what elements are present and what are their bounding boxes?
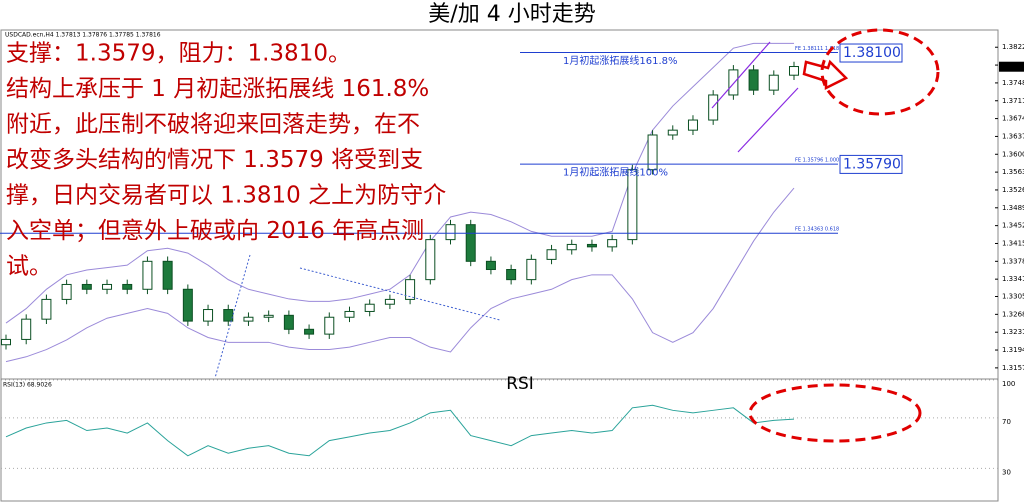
candle-body <box>162 260 173 290</box>
candle-body <box>445 224 456 241</box>
candle-body <box>263 314 274 318</box>
rsi-line <box>5 404 795 457</box>
candle-body <box>21 318 32 340</box>
y-tick-label: 1.34890 <box>1002 204 1024 212</box>
channel-line <box>737 87 799 153</box>
bollinger-band <box>5 42 794 324</box>
last-price-box <box>999 61 1024 72</box>
trend-line <box>299 267 501 321</box>
candle-body <box>607 239 618 248</box>
last-price-label: 1.37816 <box>1000 63 1024 71</box>
annotation-line: 入空单；但意外上破或向 2016 年高点测 <box>6 218 424 244</box>
rsi-title: RSI <box>506 374 534 394</box>
y-tick-label: 1.38220 <box>1002 43 1024 51</box>
rsi-header: RSI(13) 68.9026 <box>3 382 52 389</box>
candle-body <box>182 288 193 322</box>
y-tick-label: 1.33410 <box>1002 275 1024 283</box>
candle-body <box>506 269 517 281</box>
candle-body <box>667 129 678 136</box>
candle-body <box>243 316 254 322</box>
candle-body <box>526 258 537 281</box>
callout-label: 1.38100 <box>843 45 901 61</box>
bollinger-band <box>5 187 795 363</box>
y-tick-label: 1.36740 <box>1002 115 1024 123</box>
annotation-text: 支撑：1.3579，阻力：1.3810。结构上承压于 1 月初起涨拓展线 161… <box>6 41 446 280</box>
candle-body <box>122 283 133 290</box>
candle-body <box>465 224 476 262</box>
candle-body <box>627 169 638 241</box>
y-tick-label: 1.34150 <box>1002 239 1024 247</box>
chart-frame <box>0 29 999 502</box>
level-label: FE 1.34363 0.618 <box>795 227 839 233</box>
y-tick-label: 1.32680 <box>1002 310 1024 318</box>
highlight-ellipse <box>748 383 922 443</box>
callout-box <box>839 154 903 174</box>
y-tick-label: 1.37110 <box>1002 97 1024 105</box>
level-label: FE 1.35796 1.000 <box>795 158 839 164</box>
candle-body <box>1 338 11 346</box>
candle-body <box>344 310 355 318</box>
candle-body <box>647 134 658 171</box>
candle-body <box>425 239 436 281</box>
plot: 1.382201.378501.374801.371101.367401.363… <box>0 42 1024 476</box>
candle-body <box>283 314 294 330</box>
candle-body <box>546 249 557 260</box>
annotation-line: 结构上承压于 1 月初起涨拓展线 161.8% <box>6 76 429 102</box>
candle-body <box>728 69 739 96</box>
candle-body <box>384 298 395 305</box>
y-tick-label: 1.35630 <box>1002 168 1024 176</box>
callout-note: 1月初起涨拓展线161.8% <box>563 54 678 67</box>
annotation-line: 撑，日内交易者可以 1.3810 之上为防守介 <box>6 183 446 209</box>
symbol-header: USDCAD.ecn,H4 1.37813 1.37876 1.37785 1.… <box>5 32 161 39</box>
candle-body <box>768 74 779 91</box>
rsi-tick-label: 30 <box>1002 468 1011 476</box>
annotation-line: 附近，此压制不破将迎来回落走势，在不 <box>6 112 420 138</box>
y-tick-label: 1.37480 <box>1002 79 1024 87</box>
arrow <box>802 59 849 91</box>
chart-title: 美/加 4 小时走势 <box>428 2 595 27</box>
y-tick-label: 1.33780 <box>1002 257 1024 265</box>
candle-body <box>324 316 335 335</box>
y-tick-label: 1.36000 <box>1002 150 1024 158</box>
candle-body <box>61 283 72 300</box>
candle-body <box>485 260 496 271</box>
y-tick-label: 1.31570 <box>1002 364 1024 372</box>
candle-body <box>223 309 234 322</box>
rsi-tick-label: 100 <box>1002 380 1015 388</box>
candle-body <box>102 283 113 290</box>
candle-body <box>41 298 52 320</box>
callout-label: 1.35790 <box>843 156 901 172</box>
candle-body <box>203 309 214 322</box>
candle-body <box>304 328 315 335</box>
annotation-line: 改变多头结构的情况下 1.3579 将受到支 <box>6 147 423 173</box>
y-tick-label: 1.36370 <box>1002 132 1024 140</box>
level-label: FE 1.38111 1.618 <box>795 46 839 52</box>
candle-body <box>748 69 759 91</box>
candle-body <box>81 283 92 290</box>
annotation-line: 支撑：1.3579，阻力：1.3810。 <box>6 41 351 67</box>
candle-body <box>566 243 577 251</box>
highlight-ellipse <box>820 28 940 116</box>
candle-body <box>142 260 153 290</box>
y-tick-label: 1.31940 <box>1002 346 1024 354</box>
rsi-tick-label: 70 <box>1002 418 1011 426</box>
candle-body <box>364 303 375 312</box>
annotation-line: 试。 <box>6 254 52 280</box>
callout-box <box>839 43 903 63</box>
callout-note: 1月初起涨拓展线100% <box>563 165 668 178</box>
channel-line <box>711 41 771 109</box>
candle-body <box>405 279 416 300</box>
trend-line <box>214 254 251 379</box>
y-tick-label: 1.34520 <box>1002 222 1024 230</box>
y-tick-label: 1.33050 <box>1002 293 1024 301</box>
candle-body <box>789 66 799 76</box>
y-tick-label: 1.32310 <box>1002 328 1024 336</box>
candle-body <box>586 243 597 248</box>
candle-body <box>687 119 698 131</box>
y-tick-label: 1.35260 <box>1002 186 1024 194</box>
